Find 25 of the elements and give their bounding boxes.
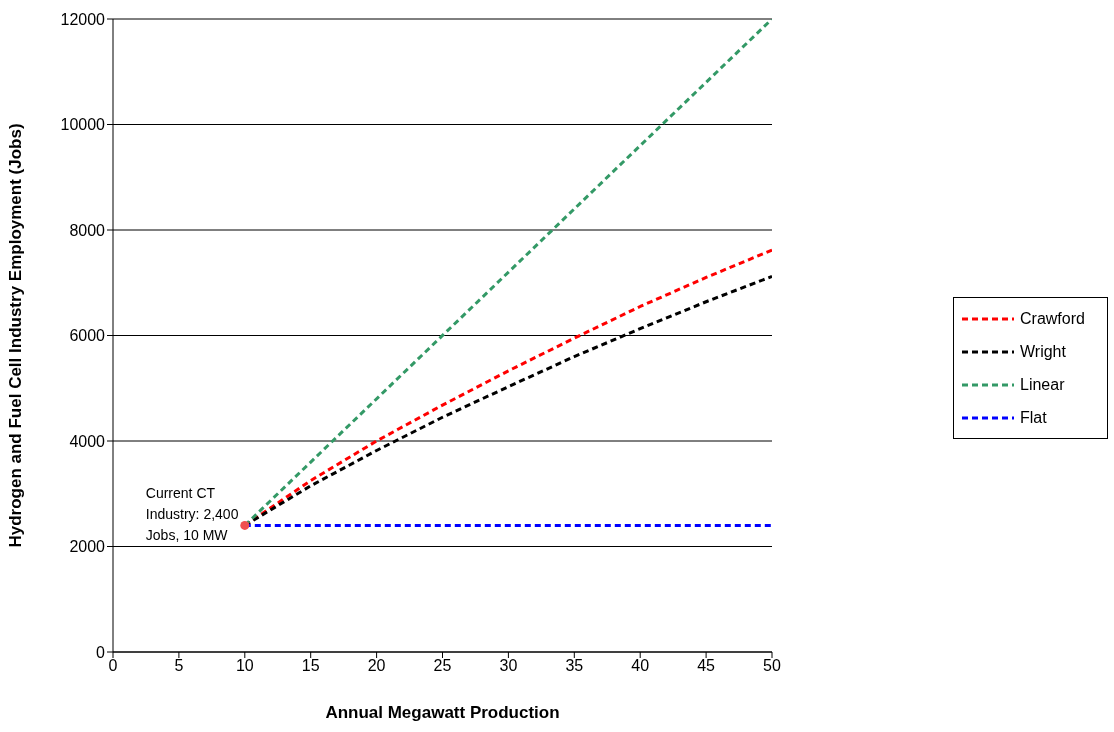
- x-tick-label: 0: [108, 657, 118, 675]
- y-tick-label: 0: [96, 643, 106, 661]
- x-tick-label: 45: [697, 657, 716, 675]
- x-tick-label: 10: [235, 657, 254, 675]
- x-tick-label: 25: [433, 657, 452, 675]
- x-axis-title: Annual Megawatt Production: [325, 703, 560, 722]
- y-tick-label: 4000: [69, 432, 106, 450]
- x-tick-label: 40: [631, 657, 650, 675]
- y-tick-label: 12000: [60, 10, 106, 28]
- y-tick-label: 6000: [69, 327, 106, 345]
- legend-label: Linear: [1020, 375, 1065, 394]
- x-tick-label: 35: [565, 657, 584, 675]
- x-tick-label: 30: [499, 657, 518, 675]
- x-tick-label: 5: [174, 657, 184, 675]
- legend-label: Wright: [1020, 342, 1066, 361]
- y-tick-label: 8000: [69, 221, 106, 239]
- x-tick-label: 50: [763, 657, 781, 675]
- y-tick-label: 2000: [69, 538, 106, 556]
- x-tick-label: 15: [301, 657, 320, 675]
- y-axis-title: Hydrogen and Fuel Cell Industry Employment (Jobs): [6, 123, 26, 548]
- y-tick-label: 10000: [60, 116, 106, 134]
- annotation: Current CT Industry: 2,400 Jobs, 10 MW: [145, 484, 240, 546]
- legend-label: Flat: [1020, 408, 1047, 427]
- legend-label: Crawford: [1020, 309, 1085, 328]
- x-tick-label: 20: [367, 657, 386, 675]
